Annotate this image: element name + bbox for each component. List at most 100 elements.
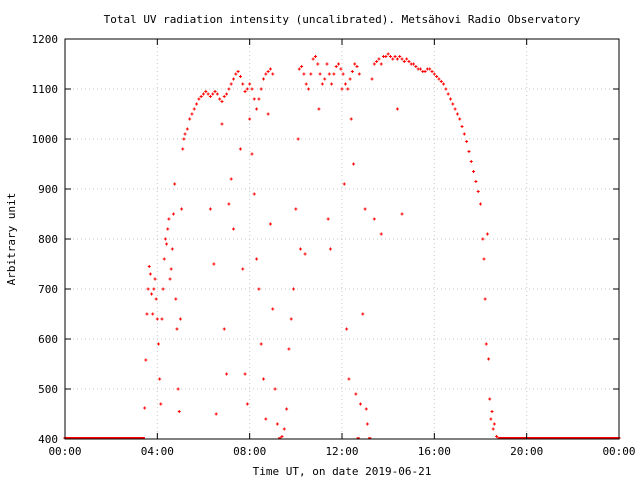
data-point: [243, 90, 247, 93]
data-point: [377, 57, 381, 61]
data-point: [297, 67, 301, 71]
data-point: [227, 87, 231, 91]
data-point: [248, 82, 252, 86]
data-point: [178, 317, 182, 321]
data-point: [467, 150, 471, 153]
data-point: [317, 107, 321, 111]
data-point: [300, 65, 304, 68]
data-point: [163, 237, 167, 241]
data-point: [143, 406, 147, 410]
data-point: [294, 207, 298, 211]
data-point: [257, 287, 261, 291]
data-point: [218, 97, 222, 101]
data-point: [211, 92, 215, 96]
y-tick-label: 900: [38, 183, 58, 196]
x-tick-label: 08:00: [233, 445, 266, 458]
data-point: [264, 417, 268, 421]
data-point: [268, 222, 272, 226]
data-point: [442, 82, 446, 86]
data-point: [257, 97, 261, 101]
data-point: [489, 417, 493, 421]
data-point: [334, 65, 338, 68]
data-point: [243, 372, 247, 376]
data-point: [430, 70, 434, 73]
data-point: [398, 55, 402, 58]
data-point: [460, 125, 464, 128]
data-point: [183, 132, 187, 136]
data-point: [407, 60, 411, 63]
data-point: [208, 95, 212, 98]
data-point: [469, 160, 473, 163]
data-point: [202, 92, 205, 96]
data-point: [302, 72, 306, 76]
data-point: [165, 242, 169, 246]
data-point: [227, 202, 231, 206]
data-point: [206, 92, 210, 96]
x-tick-label: 04:00: [141, 445, 174, 458]
data-point: [332, 72, 336, 76]
data-point: [152, 287, 156, 291]
data-point: [444, 87, 448, 91]
chart-title: Total UV radiation intensity (uncalibrat…: [104, 13, 581, 26]
data-point: [166, 227, 170, 231]
data-point: [325, 62, 329, 66]
data-point: [345, 327, 349, 331]
axis-ticks: 400 500 600 700 800 900 1000 1100 1200 00:00 04:00…: [32, 33, 636, 458]
data-point: [150, 292, 154, 296]
data-point: [309, 72, 313, 76]
data-point: [483, 297, 487, 301]
data-point: [197, 97, 201, 101]
data-point: [364, 407, 368, 411]
data-point: [262, 377, 266, 381]
data-point: [259, 342, 263, 346]
data-point: [175, 327, 179, 331]
data-point: [481, 237, 485, 241]
data-point: [393, 55, 397, 58]
data-point: [252, 192, 256, 196]
data-point: [144, 358, 148, 362]
data-point: [488, 397, 492, 401]
data-point: [386, 52, 390, 56]
data-point: [236, 70, 240, 73]
data-point: [400, 57, 404, 61]
data-point: [337, 62, 341, 66]
data-point: [241, 82, 245, 86]
data-point: [190, 112, 194, 116]
data-point: [180, 207, 184, 211]
data-point: [280, 435, 284, 438]
grid-lines: [65, 39, 619, 439]
data-point: [495, 435, 499, 438]
data-point: [273, 387, 277, 391]
x-tick-label: 16:00: [418, 445, 451, 458]
data-point: [170, 247, 174, 251]
data-point: [234, 72, 238, 76]
y-tick-label: 1100: [32, 83, 59, 96]
data-point: [372, 217, 376, 221]
data-point: [208, 207, 212, 211]
data-point: [185, 127, 189, 131]
data-point: [462, 132, 466, 136]
y-tick-label: 800: [38, 233, 58, 246]
data-point: [213, 90, 217, 93]
data-point: [363, 207, 367, 211]
data-point: [214, 412, 218, 416]
data-point: [212, 262, 216, 266]
data-point: [262, 77, 266, 81]
data-point: [238, 75, 242, 78]
x-tick-label: 20:00: [510, 445, 543, 458]
data-point: [474, 180, 478, 183]
data-point: [177, 410, 181, 413]
data-point: [439, 80, 443, 83]
data-point: [343, 82, 347, 86]
data-point: [173, 182, 177, 186]
data-point: [264, 72, 268, 76]
data-point: [156, 342, 160, 346]
data-point: [448, 97, 452, 101]
data-point: [379, 232, 383, 236]
data-point: [455, 112, 459, 116]
data-point: [285, 407, 289, 411]
data-point: [375, 60, 379, 63]
y-axis-label: Arbitrary unit: [5, 193, 18, 286]
data-point: [372, 62, 376, 66]
data-point: [391, 57, 395, 61]
